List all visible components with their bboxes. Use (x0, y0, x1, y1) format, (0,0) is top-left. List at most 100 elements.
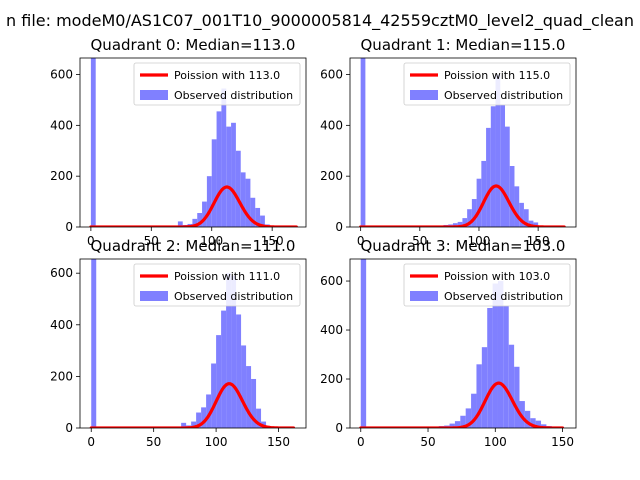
quadrant-3-ytick-label: 0 (335, 421, 343, 435)
quadrant-2-hist-bar-7 (206, 394, 212, 428)
quadrant-2-hist-bar-13 (236, 314, 242, 428)
quadrant-1-hist-bar-6 (457, 221, 463, 227)
quadrant-0-hist-bar-4 (192, 218, 198, 227)
quadrant-1-axes-frame (349, 57, 577, 228)
quadrant-1-xtick-label: 150 (527, 234, 550, 248)
quadrant-2-xtick-label: 0 (87, 435, 95, 449)
quadrant-1-hist-bar-15 (500, 105, 506, 227)
quadrant-3-hist-bar-11 (487, 307, 493, 428)
quadrant-2-hist-bar-12 (231, 275, 237, 428)
quadrant-3-hist-bar-18 (524, 410, 531, 428)
quadrant-0-hist-bar-17 (255, 207, 261, 227)
legend-observed-label: Observed distribution (444, 89, 563, 102)
legend-observed-label: Observed distribution (444, 290, 563, 303)
legend-poisson-label: Poission with 115.0 (444, 69, 550, 82)
quadrant-3-hist-bar-7 (465, 408, 472, 428)
quadrant-2-hist-bar-4 (191, 421, 197, 428)
quadrant-3-axes-frame (349, 258, 577, 429)
legend-observed-label: Observed distribution (174, 290, 293, 303)
quadrant-1-hist-bar-10 (476, 178, 482, 227)
quadrant-0-xtick-label: 100 (200, 234, 223, 248)
quadrant-0-hist-bar-8 (211, 139, 217, 227)
quadrant-3-plot-area (359, 259, 565, 428)
quadrant-2-xtick-label: 150 (267, 435, 290, 449)
quadrant-0-ytick-label: 0 (65, 220, 73, 234)
quadrant-2-title: Quadrant 2: Median=111.0 (91, 237, 296, 255)
quadrant-2-hist-bar-0 (91, 259, 97, 428)
quadrant-1-hist-bar-16 (505, 126, 510, 227)
quadrant-0-hist-bar-11 (226, 126, 232, 227)
quadrant-2-hist-bar-10 (221, 310, 227, 428)
quadrant-3-ytick-label: 200 (320, 372, 343, 386)
quadrant-0-poisson-line (89, 185, 298, 227)
quadrant-3-xtick-label: 150 (551, 435, 574, 449)
quadrant-3-xtick-label: 100 (484, 435, 507, 449)
quadrant-3-hist-bar-20 (535, 420, 542, 428)
quadrant-1-hist-bar-13 (490, 106, 496, 227)
quadrant-0-hist-bar-14 (240, 172, 246, 227)
quadrant-1-hist-bar-20 (523, 209, 529, 227)
quadrant-2-hist-bar-14 (241, 345, 247, 428)
quadrant-1-hist-bar-0 (360, 58, 366, 227)
quadrant-1-hist-bar-11 (481, 160, 487, 227)
quadrant-0-hist-bar-15 (245, 178, 251, 227)
quadrant-1-ytick-label: 400 (320, 118, 343, 132)
quadrant-1-xtick-label: 0 (357, 234, 365, 248)
quadrant-2-ytick-label: 600 (50, 266, 73, 280)
legend-poisson-label: Poission with 111.0 (174, 270, 280, 283)
quadrant-3-hist-bar-4 (449, 423, 455, 428)
quadrant-1-legend: Poission with 115.0 Observed distribution (403, 62, 571, 106)
quadrant-0-hist-bar-0 (90, 58, 96, 227)
quadrant-2-hist-bar-11 (226, 273, 232, 428)
quadrant-2-hist-bar-15 (246, 366, 252, 428)
quadrant-3-xtick-label: 50 (420, 435, 435, 449)
quadrant-0-hist-bar-16 (250, 197, 256, 227)
quadrant-1-hist-bar-9 (471, 199, 477, 227)
quadrant-1-hist-bar-8 (467, 209, 472, 227)
legend-box (133, 62, 301, 106)
quadrant-2-ytick-label: 400 (50, 318, 73, 332)
legend-poisson-label: Poission with 113.0 (174, 69, 280, 82)
quadrant-1-hist-bar-14 (495, 74, 501, 227)
quadrant-0-chart: Quadrant 0: Median=113.0 0 50 100 150 0 200 400… (50, 36, 307, 248)
legend-observed-swatch (140, 90, 168, 100)
quadrant-1-plot-area (359, 58, 566, 227)
quadrant-0-xtick-label: 50 (144, 234, 159, 248)
legend-poisson-label: Poission with 103.0 (444, 270, 550, 283)
quadrant-0-ytick-label: 600 (50, 68, 73, 82)
quadrant-2-chart: Quadrant 2: Median=111.00 50 100 1500200400… (50, 237, 307, 449)
quadrant-3-hist-bar-5 (454, 421, 461, 428)
quadrant-3-hist-bar-19 (530, 418, 536, 428)
legend-observed-swatch (140, 291, 168, 301)
quadrant-1-hist-bar-18 (514, 186, 520, 227)
quadrant-1-hist-bar-12 (486, 127, 491, 227)
quadrant-1-hist-bar-5 (452, 223, 458, 227)
legend-observed-label: Observed distribution (174, 89, 293, 102)
quadrant-0-plot-area (89, 58, 298, 227)
quadrant-1-poisson-line (359, 184, 566, 227)
quadrant-3-legend: Poission with 103.0 Observed distribution (403, 263, 571, 307)
quadrant-0-xtick-label: 0 (87, 234, 95, 248)
quadrant-0-ytick-label: 400 (50, 118, 73, 132)
quadrant-0-hist-bar-10 (221, 88, 227, 227)
legend-box (403, 263, 571, 307)
legend-observed-swatch (410, 291, 438, 301)
quadrant-2-hist-bar-9 (216, 335, 222, 428)
quadrant-2-ytick-label: 0 (65, 421, 73, 435)
quadrant-2-ytick-label: 200 (50, 369, 73, 383)
quadrant-2-hist-bar-6 (201, 407, 207, 428)
quadrant-2-xtick-label: 100 (205, 435, 228, 449)
quadrant-1-title: Quadrant 1: Median=115.0 (361, 36, 566, 54)
quadrant-1-hist-bar-17 (509, 166, 515, 227)
quadrant-0-hist-bar-13 (235, 150, 241, 227)
quadrant-2-axes-frame (79, 258, 307, 429)
quadrant-3-hist-bar-10 (481, 347, 488, 428)
legend-box (403, 62, 571, 106)
quadrant-3-hist-bar-16 (514, 366, 520, 428)
quadrant-1-hist-bar-19 (519, 202, 524, 227)
quadrant-3-xtick-label: 0 (357, 435, 365, 449)
quadrant-3-hist-bar-9 (476, 364, 482, 428)
quadrant-2-poisson-line (89, 382, 296, 428)
quadrant-0-axes-frame (79, 57, 307, 228)
